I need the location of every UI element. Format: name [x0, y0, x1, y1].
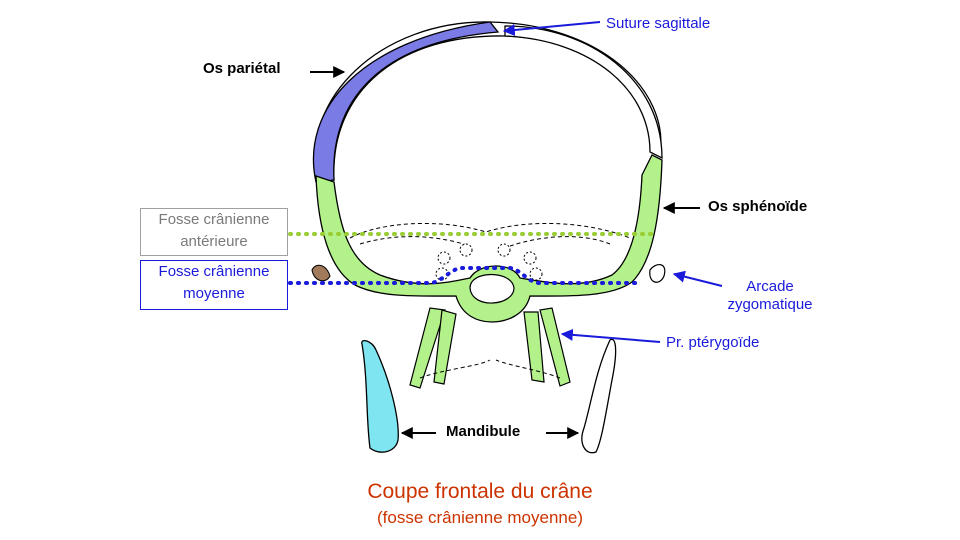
zygomatic-left: [311, 264, 331, 282]
foramina: [435, 243, 543, 281]
label-mandible: Mandibule: [446, 423, 521, 440]
arrow-zygomatic: [672, 270, 723, 287]
box-anterior-line2: antérieure: [180, 233, 248, 250]
diagram-subtitle: (fosse crânienne moyenne): [376, 508, 583, 527]
label-zygomatic-line2: zygomatique: [727, 296, 813, 313]
mandible-left: [361, 339, 399, 453]
arrow-pterygoid: [560, 328, 661, 343]
pterygoid-right: [523, 311, 545, 383]
fossa-dashed: [349, 222, 631, 379]
box-middle-line2: moyenne: [183, 285, 245, 302]
skull-vault: [314, 21, 662, 181]
box-middle-fossa: Fosse crânienne moyenne: [140, 260, 288, 310]
mandible-right: [581, 338, 617, 454]
label-pterygoid: Pr. ptérygoïde: [666, 334, 760, 351]
sella-hole: [469, 274, 515, 304]
label-zygomatic: Arcade zygomatique: [710, 278, 830, 314]
box-anterior-fossa: Fosse crânienne antérieure: [140, 208, 288, 256]
vault-right-band: [504, 25, 663, 160]
label-zygomatic-line1: Arcade: [746, 278, 794, 295]
pterygoid-left-2: [433, 309, 457, 385]
label-parietal: Os pariétal: [203, 60, 281, 77]
box-middle-line1: Fosse crânienne: [158, 263, 270, 280]
arrow-sagittal: [502, 21, 601, 36]
pterygoid-right-2: [539, 307, 571, 387]
parietal-bone: [312, 21, 500, 183]
zygomatic-right: [649, 264, 666, 283]
pterygoid-left: [409, 307, 446, 389]
diagram-title: Coupe frontale du crâne: [367, 480, 593, 503]
middle-fossa-guide: [280, 266, 642, 285]
label-sphenoid: Os sphénoïde: [708, 198, 808, 215]
box-anterior-line1: Fosse crânienne: [158, 211, 270, 228]
label-sagittal-suture: Suture sagittale: [606, 15, 711, 32]
